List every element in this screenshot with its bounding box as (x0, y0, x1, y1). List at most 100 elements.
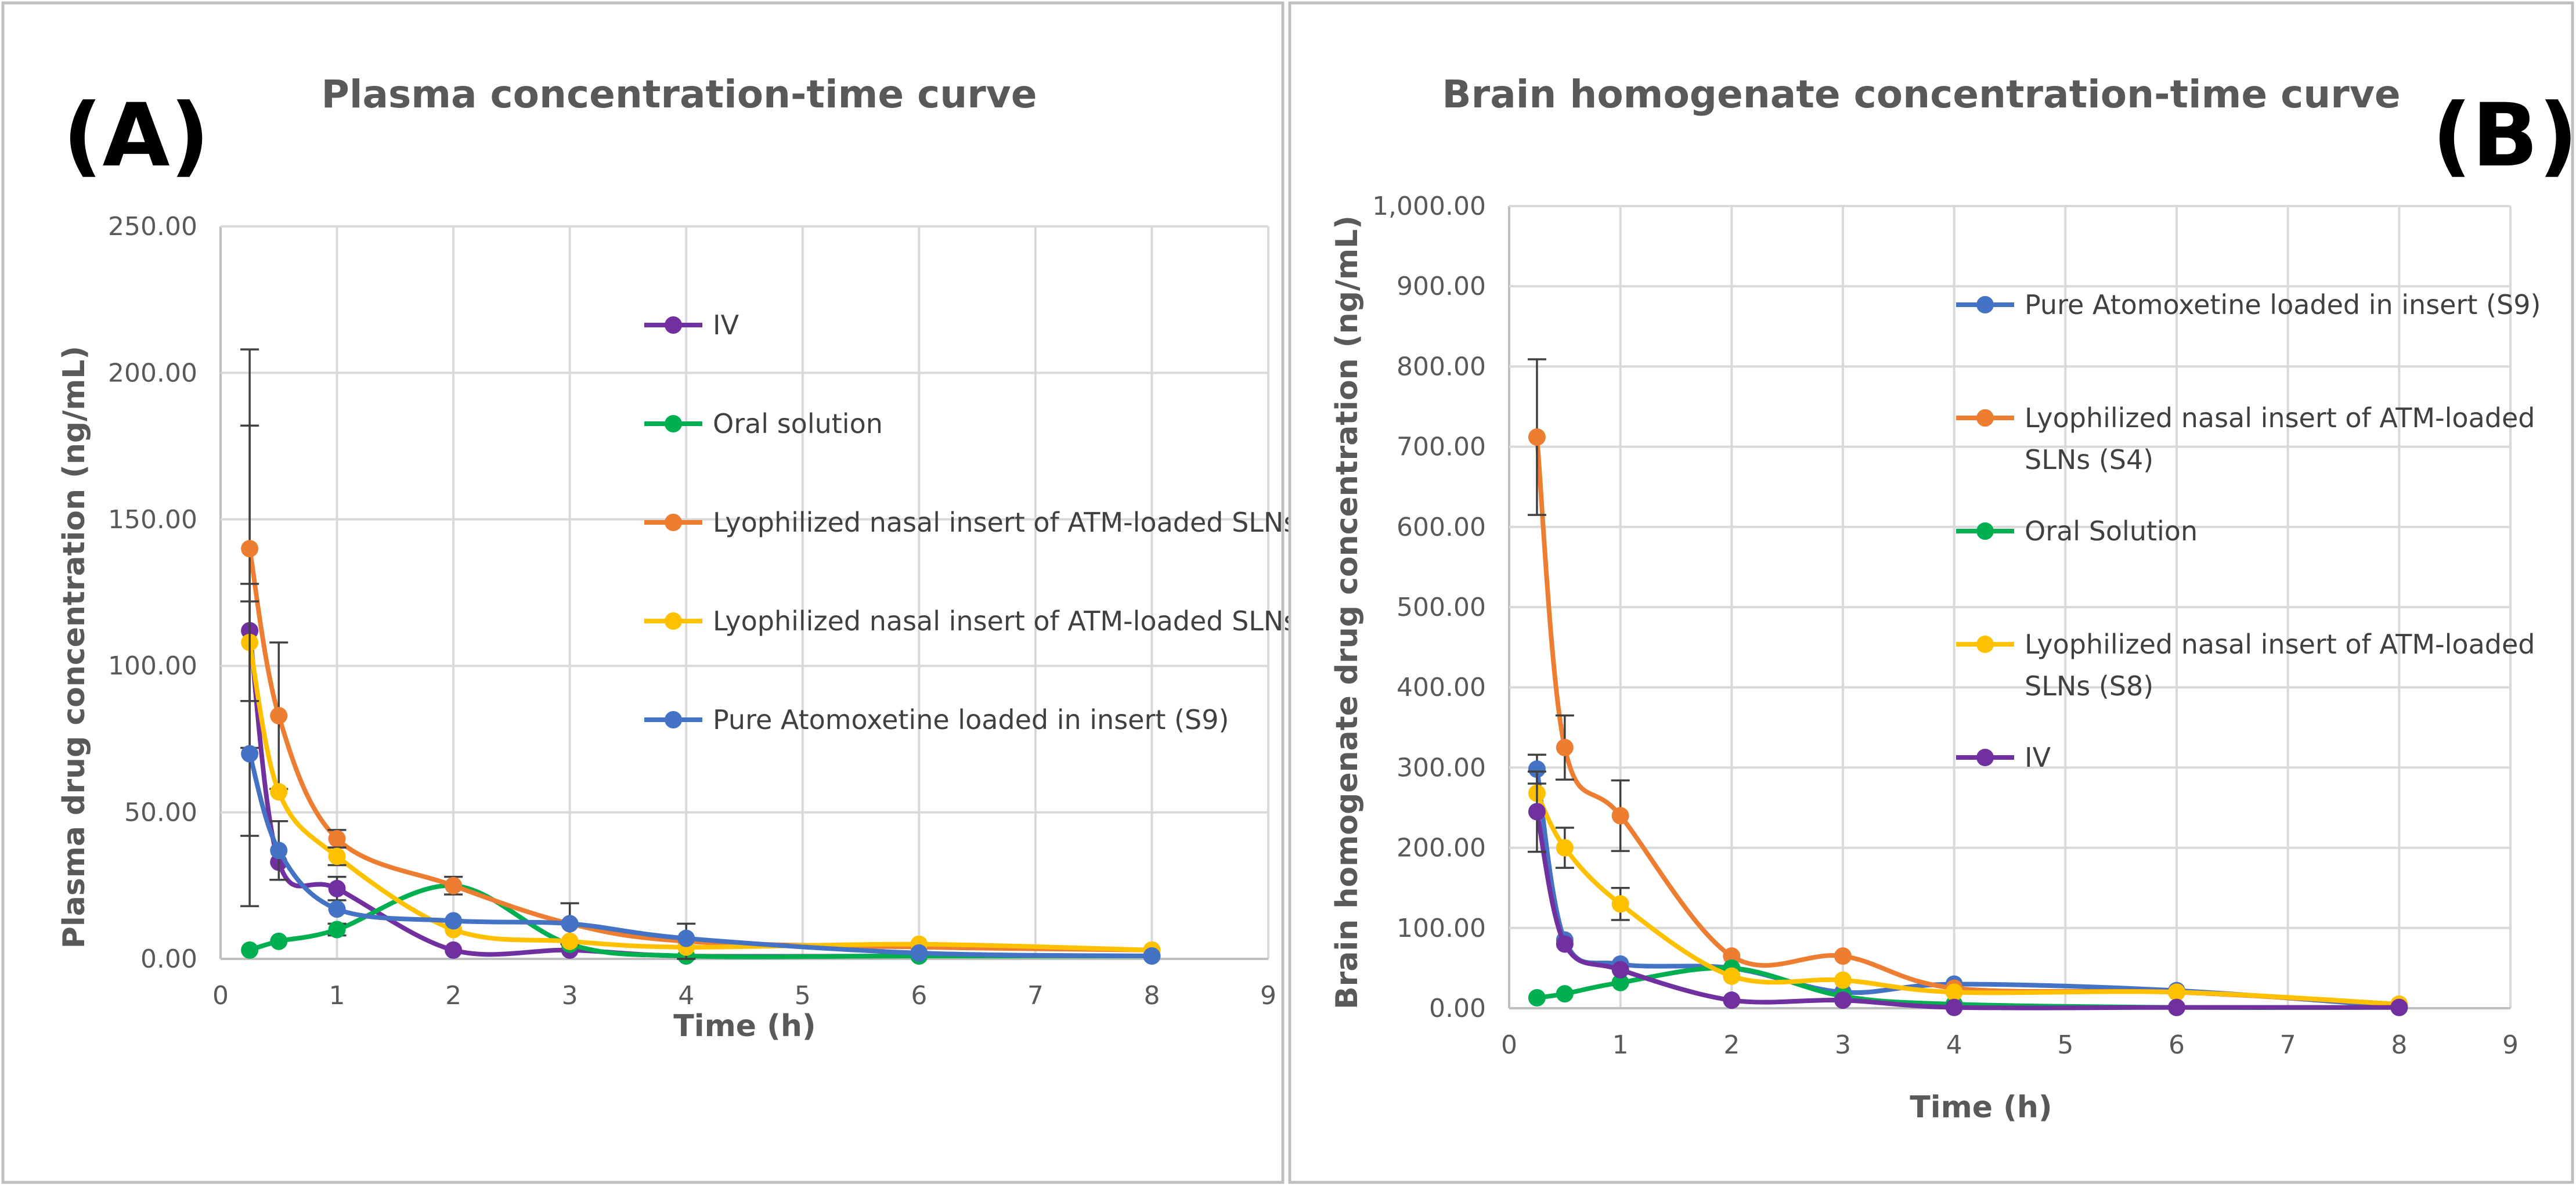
panel-a-y-tick-label: 200.00 (108, 358, 197, 388)
panel-b-legend-label: Pure Atomoxetine loaded in insert (S9) (2025, 289, 2541, 320)
panel-a-y-axis-title: Plasma drug concentration (ng/mL) (57, 346, 92, 948)
panel-a-legend-label: Lyophilized nasal insert of ATM-loaded S… (713, 605, 1361, 637)
panel-b-legend-swatch-marker (1976, 749, 1994, 766)
panel-b-legend-item: Lyophilized nasal insert of ATM-loaded SL… (1956, 402, 2535, 475)
panel-a-series-lyophilized-nasal-insert-of-atm-loaded-slns-s4-point (270, 707, 288, 725)
panel-b-plot-area (1527, 358, 2408, 1016)
panel-b-legend-swatch-marker (1976, 409, 1994, 427)
panel-a-legend-item: Lyophilized nasal insert of ATM-loaded S… (644, 507, 1361, 538)
panel-a-series-lyophilized-nasal-insert-of-atm-loaded-slns-s8-point (270, 783, 288, 801)
panel-b-series-lyophilized-nasal-insert-of-atm-loaded-slns-s4-point (1611, 807, 1629, 825)
panel-b-series-lyophilized-nasal-insert-of-atm-loaded-slns-s8-point (1723, 967, 1741, 985)
panel-a-series-lyophilized-nasal-insert-of-atm-loaded-slns-s4-point (445, 876, 463, 894)
panel-b-legend-label: IV (2025, 742, 2051, 773)
panel-b-series-iv-point (1945, 998, 1963, 1016)
panel-b-label: (B) (2432, 85, 2576, 186)
panel-a-series-oral-solution-point (328, 921, 346, 939)
panel-b-series-iv-point (1834, 991, 1852, 1009)
panel-b-legend-item: Lyophilized nasal insert of ATM-loaded SL… (1956, 629, 2535, 702)
panel-a-series-iv-point (445, 941, 463, 959)
panel-b-legend-label: Lyophilized nasal insert of ATM-loaded SL… (2025, 629, 2535, 702)
panel-b-series-lyophilized-nasal-insert-of-atm-loaded-slns-s4-point (1723, 947, 1741, 965)
panel-a-legend: IV Oral solution Lyophilized nasal insert … (644, 309, 1361, 735)
panel-b-x-tick-label: 3 (1835, 1030, 1851, 1060)
panel-a-series-lyophilized-nasal-insert-of-atm-loaded-slns-s8-point (561, 932, 579, 950)
panel-a-title: Plasma concentration-time curve (321, 72, 1037, 117)
panel-b-y-axis-title: Brain homogenate drug concentration (ng/… (1330, 215, 1365, 1009)
panel-a-legend-swatch-marker (665, 711, 682, 728)
panel-b-series-oral-solution-point (1556, 985, 1574, 1003)
panel-b-legend: Pure Atomoxetine loaded in insert (S9) Ly… (1956, 289, 2541, 773)
panel-b-x-tick-label: 4 (1946, 1030, 1962, 1060)
panel-b-x-tick-label: 6 (2169, 1030, 2185, 1060)
panel-a-series-pure-atomoxetine-loaded-in-insert-s9-point (328, 900, 346, 918)
panel-b-x-tick-label: 5 (2057, 1030, 2073, 1060)
panel-b-x-tick-label: 8 (2391, 1030, 2407, 1060)
panel-b-y-tick-label: 800.00 (1397, 352, 1486, 381)
panel-a-legend-swatch-marker (665, 612, 682, 630)
panel-b-x-tick-label: 2 (1723, 1030, 1740, 1060)
panel-a-series-pure-atomoxetine-loaded-in-insert-s9-point (677, 929, 695, 947)
panel-b-series-pure-atomoxetine-loaded-in-insert-s9-point (1528, 760, 1546, 778)
panel-b-x-tick-label: 7 (2280, 1030, 2296, 1060)
panel-a-legend-swatch-marker (665, 415, 682, 432)
panel-a-legend-item: Lyophilized nasal insert of ATM-loaded S… (644, 605, 1361, 637)
panel-b-series-iv-point (1611, 961, 1629, 979)
panel-a-series-lyophilized-nasal-insert-of-atm-loaded-slns-s4-point (328, 830, 346, 848)
panel-b-y-tick-label: 200.00 (1397, 834, 1486, 863)
panel-b-x-tick-label: 9 (2502, 1030, 2519, 1060)
panel-b-series-iv-point (1556, 935, 1574, 953)
panel-b-y-tick-label: 600.00 (1397, 513, 1486, 542)
panel-b-series-lyophilized-nasal-insert-of-atm-loaded-slns-s8-point (1611, 895, 1629, 913)
panel-a-series-oral-solution-point (241, 941, 259, 959)
panel-b-legend-swatch-marker (1976, 296, 1994, 313)
panel-b-y-tick-label: 100.00 (1397, 914, 1486, 943)
panel-a-legend-swatch-marker (665, 514, 682, 531)
panel-a-x-tick-label: 3 (562, 981, 578, 1011)
panel-a-gridlines (219, 225, 1269, 960)
panel-a-y-tick-label: 100.00 (108, 651, 197, 681)
panel-a-label: (A) (63, 85, 210, 186)
panel-b-x-axis-title: Time (h) (1910, 1090, 2052, 1125)
panel-a-legend-label: Lyophilized nasal insert of ATM-loaded S… (713, 507, 1361, 538)
panel-a-tick-labels: 0 1 2 3 4 5 6 7 8 9 0.00 50.00 100.00 150.00 200.00 250… (108, 212, 1276, 1011)
panel-a-series-lyophilized-nasal-insert-of-atm-loaded-slns-s4-point (241, 540, 259, 558)
panel-a-legend-item: IV (644, 309, 739, 341)
panel-a-legend-label: Oral solution (713, 408, 883, 439)
panel-b-x-tick-label: 0 (1501, 1030, 1517, 1060)
panel-a-x-axis-title: Time (h) (673, 1009, 816, 1044)
panel-b-series-iv-point (2168, 998, 2185, 1016)
panel-a-x-tick-label: 7 (1027, 981, 1044, 1011)
panel-a-series-pure-atomoxetine-loaded-in-insert-s9 (240, 600, 1161, 965)
panel-b-series-oral-solution-point (1528, 989, 1546, 1007)
panel-b-legend-swatch-marker (1976, 636, 1994, 653)
panel-a-legend-item: Pure Atomoxetine loaded in insert (S9) (644, 704, 1229, 735)
panel-a-y-tick-label: 50.00 (124, 798, 197, 828)
panel-a-y-tick-label: 0.00 (140, 944, 197, 974)
panel-a-series-pure-atomoxetine-loaded-in-insert-s9-point (910, 944, 928, 962)
panel-a-legend-label: IV (713, 309, 739, 341)
panel-a-series-lyophilized-nasal-insert-of-atm-loaded-slns-s8 (240, 583, 1161, 959)
panel-b-series-lyophilized-nasal-insert-of-atm-loaded-slns-s8-point (1945, 983, 1963, 1001)
panel-b-legend-item: Oral Solution (1956, 515, 2198, 547)
panel-a-x-tick-label: 1 (329, 981, 345, 1011)
panel-b-legend-item: IV (1956, 742, 2051, 773)
panel-b-series-iv-point (1528, 803, 1546, 821)
panel-a-x-tick-label: 0 (212, 981, 229, 1011)
panel-b-legend-label: Lyophilized nasal insert of ATM-loaded SL… (2025, 402, 2535, 475)
panel-b-series-lyophilized-nasal-insert-of-atm-loaded-slns-s4-point (1556, 738, 1574, 756)
panel-b-y-tick-label: 300.00 (1397, 753, 1486, 782)
panel-a-series-lyophilized-nasal-insert-of-atm-loaded-slns-s8-point (328, 847, 346, 865)
panel-b-legend-label: Oral Solution (2025, 515, 2198, 547)
panel-a-series-pure-atomoxetine-loaded-in-insert-s9-point (445, 912, 463, 930)
panel-b-series-lyophilized-nasal-insert-of-atm-loaded-slns-s8-point (1556, 839, 1574, 857)
panel-a: (A) Plasma concentration-time curve Plas… (1, 1, 1361, 1184)
panel-a-series-pure-atomoxetine-loaded-in-insert-s9-point (561, 915, 579, 933)
panel-b-y-tick-label: 1,000.00 (1372, 192, 1486, 221)
panel-a-series-oral-solution-point (270, 932, 288, 950)
panel-a-frame (1, 1, 1285, 1184)
panel-b-y-tick-label: 900.00 (1397, 272, 1486, 301)
panel-b-series-lyophilized-nasal-insert-of-atm-loaded-slns-s4-point (1834, 947, 1852, 965)
panel-b-series-lyophilized-nasal-insert-of-atm-loaded-slns-s4-point (1528, 428, 1546, 446)
